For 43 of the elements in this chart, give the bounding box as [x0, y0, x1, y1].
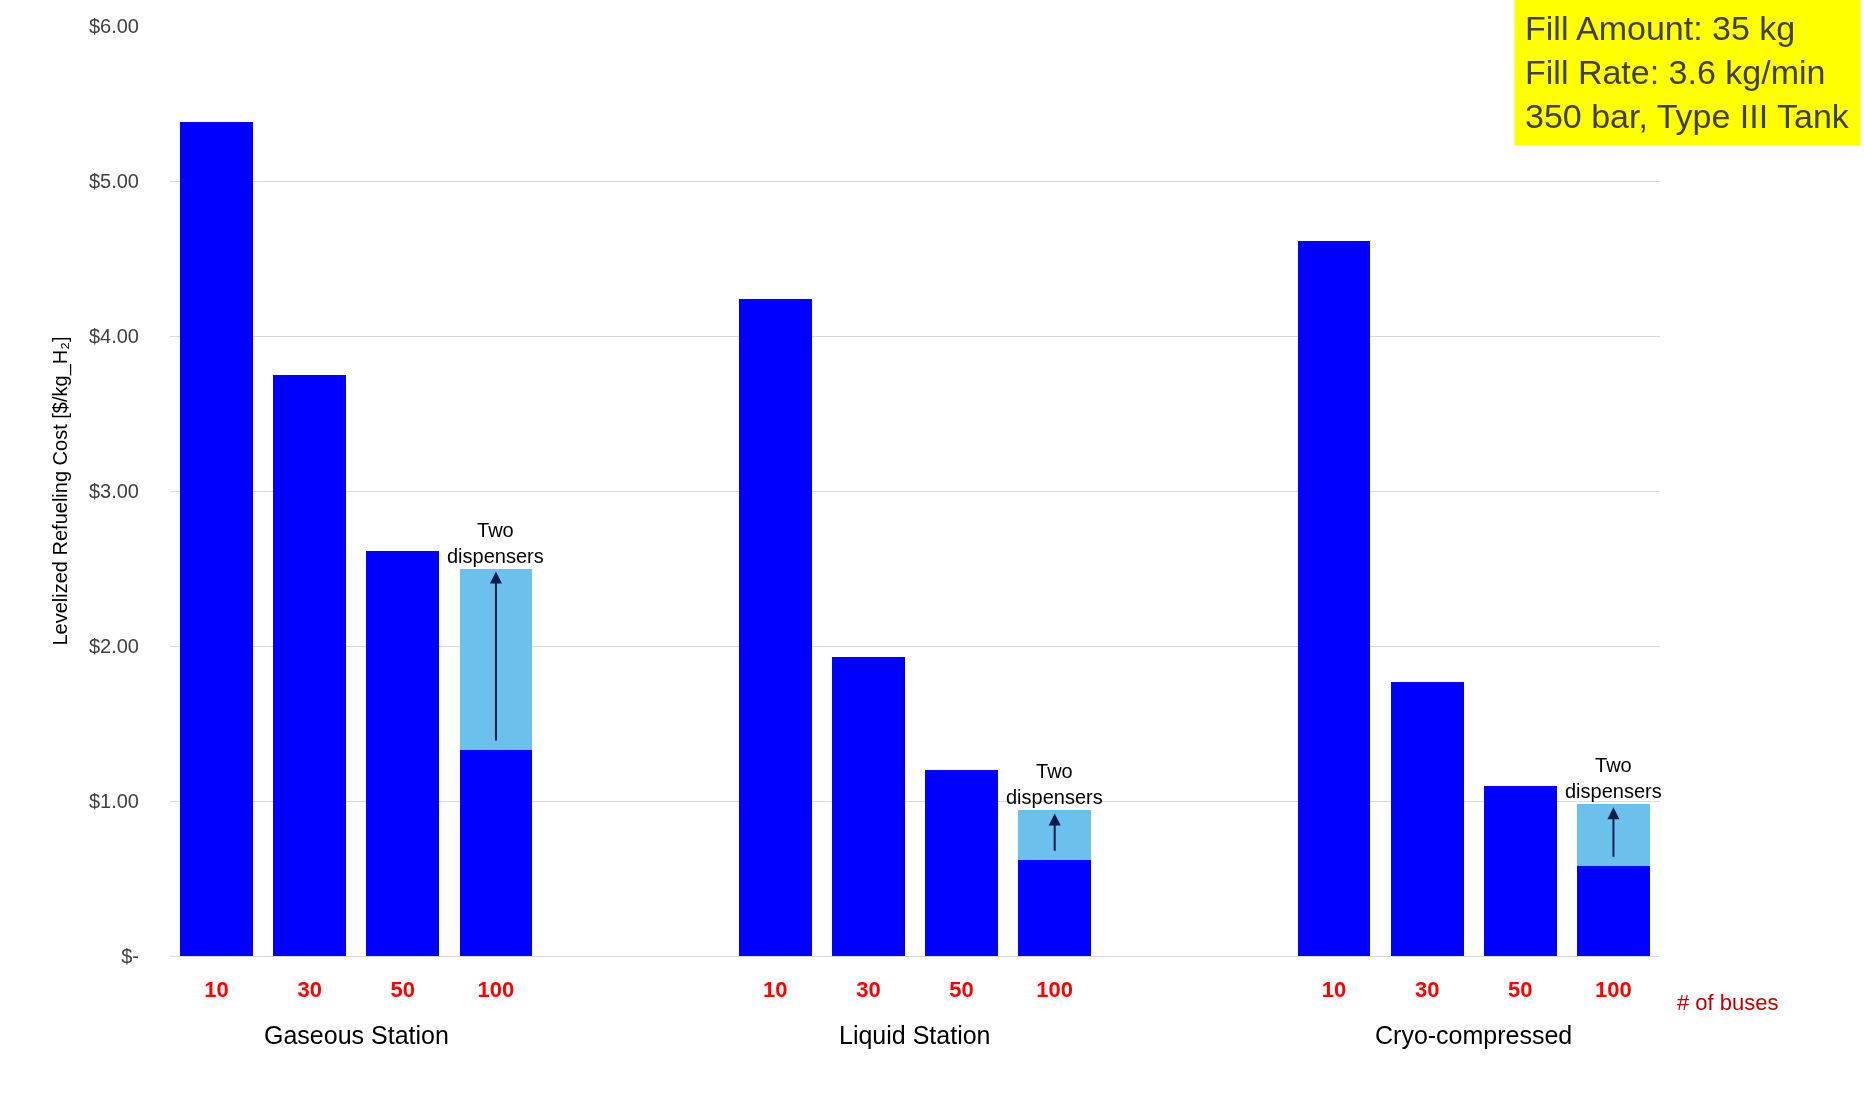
x-tick-label: 100 — [477, 977, 515, 1003]
bar — [1577, 804, 1650, 867]
annotation: Fill Amount: 35 kg Fill Rate: 3.6 kg/min 350 bar, Type III Tank — [1525, 9, 1850, 136]
y-tick-label: $1.00 — [88, 790, 139, 812]
text: Liquid Station — [839, 1021, 991, 1049]
bar — [180, 122, 253, 956]
y-tick-label: $4.00 — [88, 325, 139, 347]
bar — [1018, 810, 1092, 860]
y-axis-title: Levelized Refueling Cost [$/kg_H₂] — [49, 336, 73, 646]
y-tick-label: $3.00 — [88, 480, 139, 502]
bar — [1483, 785, 1557, 956]
x-tick-label: 100 — [1595, 977, 1632, 1003]
y-tick-label: $5.00 — [88, 170, 139, 192]
x-axis-title: # of buses — [1677, 990, 1779, 1015]
annotation: Two dispensers — [1565, 754, 1662, 802]
x-tick-label: 30 — [297, 977, 322, 1003]
x-tick-label: 50 — [390, 977, 416, 1003]
bar — [1018, 859, 1092, 956]
bar — [459, 749, 533, 956]
x-tick-label: 50 — [1508, 977, 1533, 1003]
x-tick-label: 50 — [949, 977, 974, 1003]
text: Cryo-compressed — [1375, 1021, 1573, 1049]
x-tick-label: 10 — [204, 977, 229, 1003]
annotation: Two dispensers — [447, 519, 544, 567]
bar — [832, 656, 905, 956]
bar — [273, 374, 347, 956]
bar — [1297, 241, 1371, 956]
bar — [1577, 866, 1650, 956]
y-tick-label: $6.00 — [88, 15, 139, 37]
bar — [738, 298, 812, 956]
annotation: Two dispensers — [1006, 760, 1103, 808]
x-tick-label: 10 — [1321, 977, 1347, 1003]
x-tick-label: 10 — [763, 977, 788, 1003]
x-tick-label: 100 — [1036, 977, 1074, 1003]
y-tick-label: $2.00 — [88, 635, 139, 657]
y-tick-label: $- — [121, 945, 139, 967]
bar — [1390, 681, 1464, 956]
bar — [366, 551, 440, 956]
text: Gaseous Station — [264, 1021, 449, 1049]
x-tick-label: 30 — [856, 977, 881, 1003]
bar — [459, 568, 533, 750]
x-tick-label: 30 — [1414, 977, 1440, 1003]
bar — [925, 770, 998, 956]
